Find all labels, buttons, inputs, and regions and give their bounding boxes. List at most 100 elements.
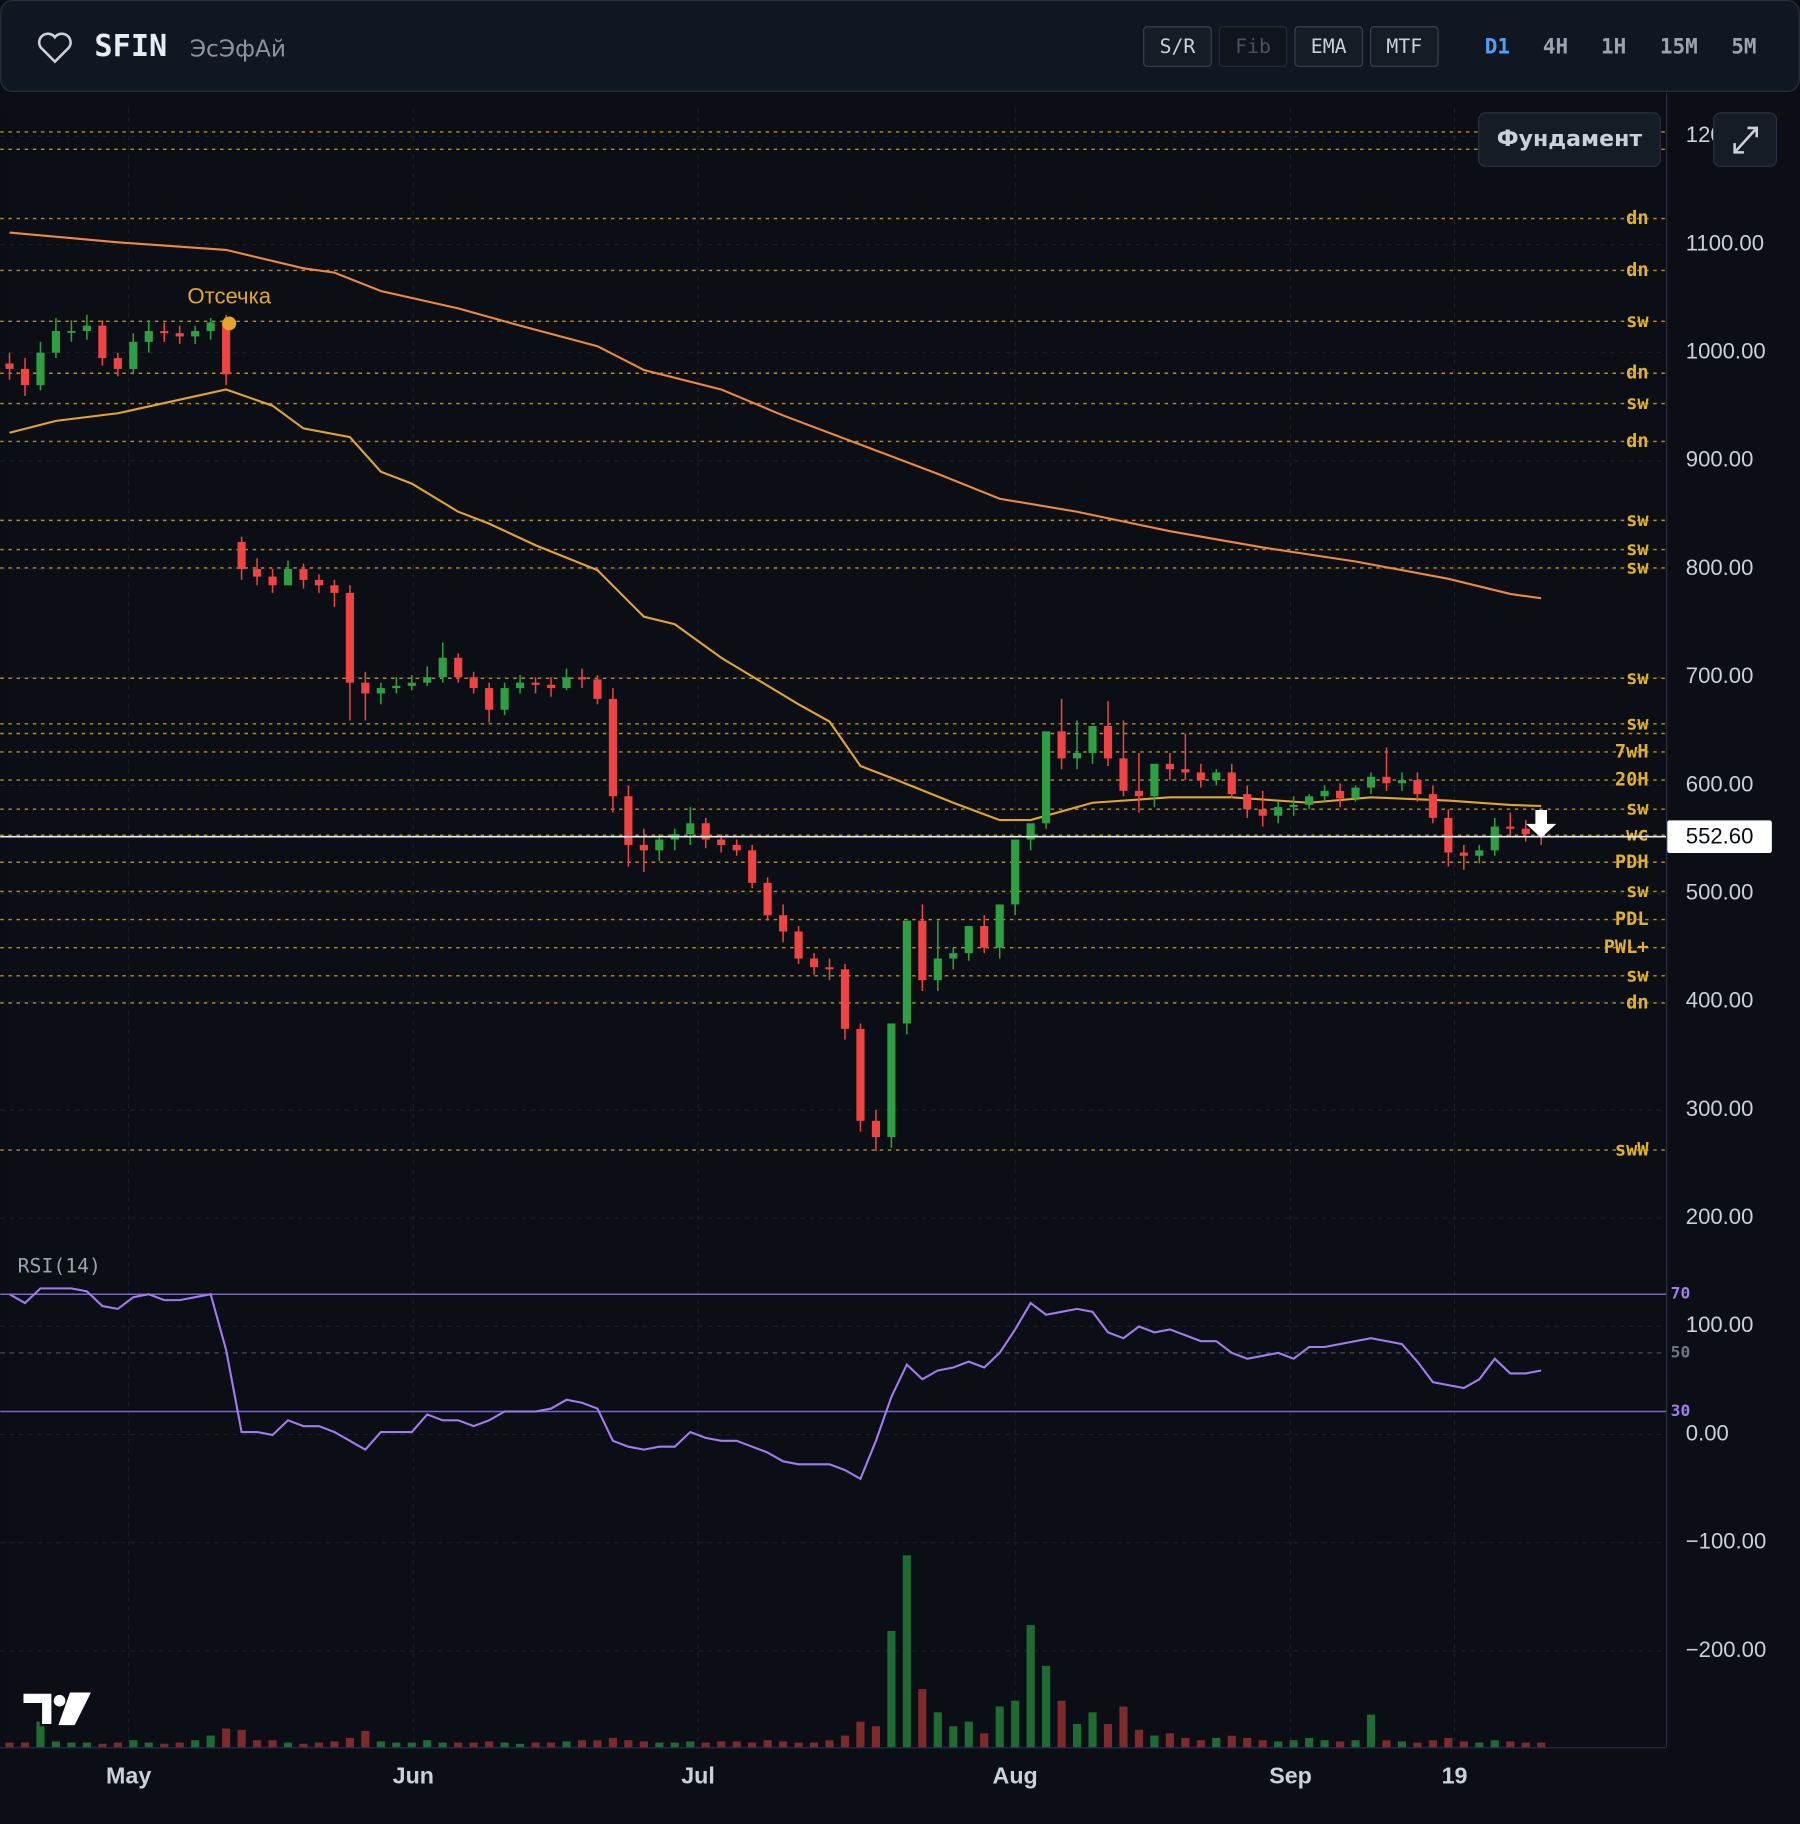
volume-bar bbox=[562, 1741, 571, 1748]
volume-bar bbox=[36, 1721, 45, 1748]
candle-body bbox=[1475, 850, 1484, 856]
candle-body bbox=[902, 920, 911, 1024]
y-tick-label: −200.00 bbox=[1686, 1637, 1766, 1662]
volume-bar bbox=[1227, 1735, 1236, 1748]
candle-body bbox=[222, 322, 231, 375]
tool-button[interactable] bbox=[1294, 26, 1363, 67]
volume-bar bbox=[717, 1741, 726, 1748]
candle-body bbox=[949, 953, 958, 959]
candle-body bbox=[314, 579, 324, 586]
volume-bar bbox=[546, 1742, 556, 1748]
candle-body bbox=[283, 569, 293, 586]
tool-label: EMA bbox=[1311, 35, 1347, 58]
y-tick-label: 600.00 bbox=[1686, 771, 1754, 796]
volume-bar bbox=[206, 1735, 215, 1748]
candle-body bbox=[732, 844, 741, 851]
volume-bar bbox=[732, 1741, 741, 1748]
level-label: sw bbox=[1626, 539, 1649, 560]
favorite-icon[interactable] bbox=[37, 32, 72, 64]
candle-body bbox=[51, 331, 61, 353]
level-label: sw bbox=[1626, 557, 1649, 578]
candle-body bbox=[809, 958, 819, 968]
candle-body bbox=[516, 682, 525, 689]
volume-bar bbox=[268, 1740, 277, 1748]
volume-bar bbox=[1212, 1737, 1221, 1748]
volume-bar bbox=[500, 1742, 509, 1748]
timeframe[interactable]: D1 bbox=[1485, 35, 1510, 59]
candle-body bbox=[423, 677, 432, 683]
volume-bar bbox=[516, 1743, 525, 1748]
volume-bar bbox=[1335, 1741, 1345, 1748]
level-label: 7wH bbox=[1615, 741, 1649, 762]
rsi-level-label: 70 bbox=[1671, 1284, 1691, 1303]
candle-body bbox=[779, 915, 788, 932]
candle-body bbox=[577, 677, 587, 680]
candle-body bbox=[67, 331, 76, 333]
timeframe[interactable]: 5M bbox=[1731, 35, 1756, 59]
volume-bar bbox=[67, 1742, 76, 1748]
tool-button[interactable] bbox=[1143, 26, 1212, 67]
level-label: sw bbox=[1626, 393, 1649, 414]
volume-bar bbox=[1011, 1700, 1020, 1748]
volume-bar bbox=[51, 1741, 61, 1748]
fundamentals-button[interactable] bbox=[1478, 112, 1661, 167]
level-label: wc bbox=[1626, 825, 1648, 846]
candle-body bbox=[546, 684, 556, 689]
candle-body bbox=[1351, 787, 1360, 799]
y-tick-label: 100.00 bbox=[1686, 1312, 1754, 1337]
candle-body bbox=[144, 331, 153, 342]
candle-body bbox=[237, 542, 246, 570]
level-label: dn bbox=[1626, 992, 1648, 1013]
y-tick-label: 200.00 bbox=[1686, 1204, 1754, 1229]
volume-bar bbox=[1072, 1723, 1082, 1748]
volume-bar bbox=[655, 1742, 664, 1748]
candle-body bbox=[1011, 839, 1020, 905]
volume-bar bbox=[252, 1740, 262, 1748]
candle-body bbox=[655, 839, 664, 851]
tool-button[interactable] bbox=[1369, 26, 1439, 67]
symbol-name: ЭсЭфАй bbox=[190, 36, 286, 63]
volume-bar bbox=[222, 1728, 231, 1748]
candle-body bbox=[531, 682, 540, 685]
signal-arrow bbox=[1526, 809, 1557, 838]
candle-body bbox=[1258, 809, 1267, 816]
volume-bar bbox=[1134, 1729, 1144, 1748]
volume-bar bbox=[129, 1740, 138, 1748]
candle-body bbox=[1320, 790, 1329, 797]
volume-bar bbox=[887, 1630, 896, 1748]
volume-bar bbox=[1490, 1740, 1499, 1748]
candle-body bbox=[330, 585, 339, 593]
volume-bar bbox=[531, 1742, 540, 1748]
volume-bar bbox=[160, 1743, 169, 1748]
candle-body bbox=[887, 1023, 896, 1138]
candle-body bbox=[129, 341, 138, 369]
volume-bar bbox=[593, 1740, 602, 1748]
volume-bar bbox=[1366, 1714, 1376, 1748]
volume-bar bbox=[624, 1740, 633, 1748]
candle-body bbox=[469, 677, 478, 689]
level-label: PWL+ bbox=[1604, 937, 1649, 958]
y-tick-label: 900.00 bbox=[1686, 447, 1754, 472]
level-label: PDH bbox=[1615, 852, 1649, 873]
volume-bar bbox=[20, 1742, 30, 1748]
x-tick-label: Aug bbox=[993, 1763, 1038, 1789]
volume-bar bbox=[345, 1737, 354, 1748]
level-label: swW bbox=[1615, 1140, 1649, 1161]
volume-bar bbox=[392, 1742, 401, 1748]
level-label: sw bbox=[1626, 668, 1649, 689]
tool-button[interactable] bbox=[1218, 26, 1288, 67]
rsi-line bbox=[9, 1287, 1542, 1481]
candle-body bbox=[98, 325, 107, 359]
symbol: SFIN bbox=[94, 29, 167, 64]
timeframe[interactable]: 15M bbox=[1660, 35, 1698, 59]
timeframe[interactable]: 4H bbox=[1543, 35, 1568, 59]
timeframe[interactable]: 1H bbox=[1601, 35, 1626, 59]
candle-body bbox=[160, 331, 169, 334]
volume-bar bbox=[918, 1689, 927, 1748]
candle-body bbox=[1072, 752, 1082, 759]
volume-bar bbox=[1413, 1742, 1422, 1748]
volume-bar bbox=[1459, 1741, 1468, 1748]
tool-label: S/R bbox=[1160, 35, 1196, 58]
candle-body bbox=[1305, 796, 1314, 805]
volume-bar bbox=[144, 1742, 153, 1748]
